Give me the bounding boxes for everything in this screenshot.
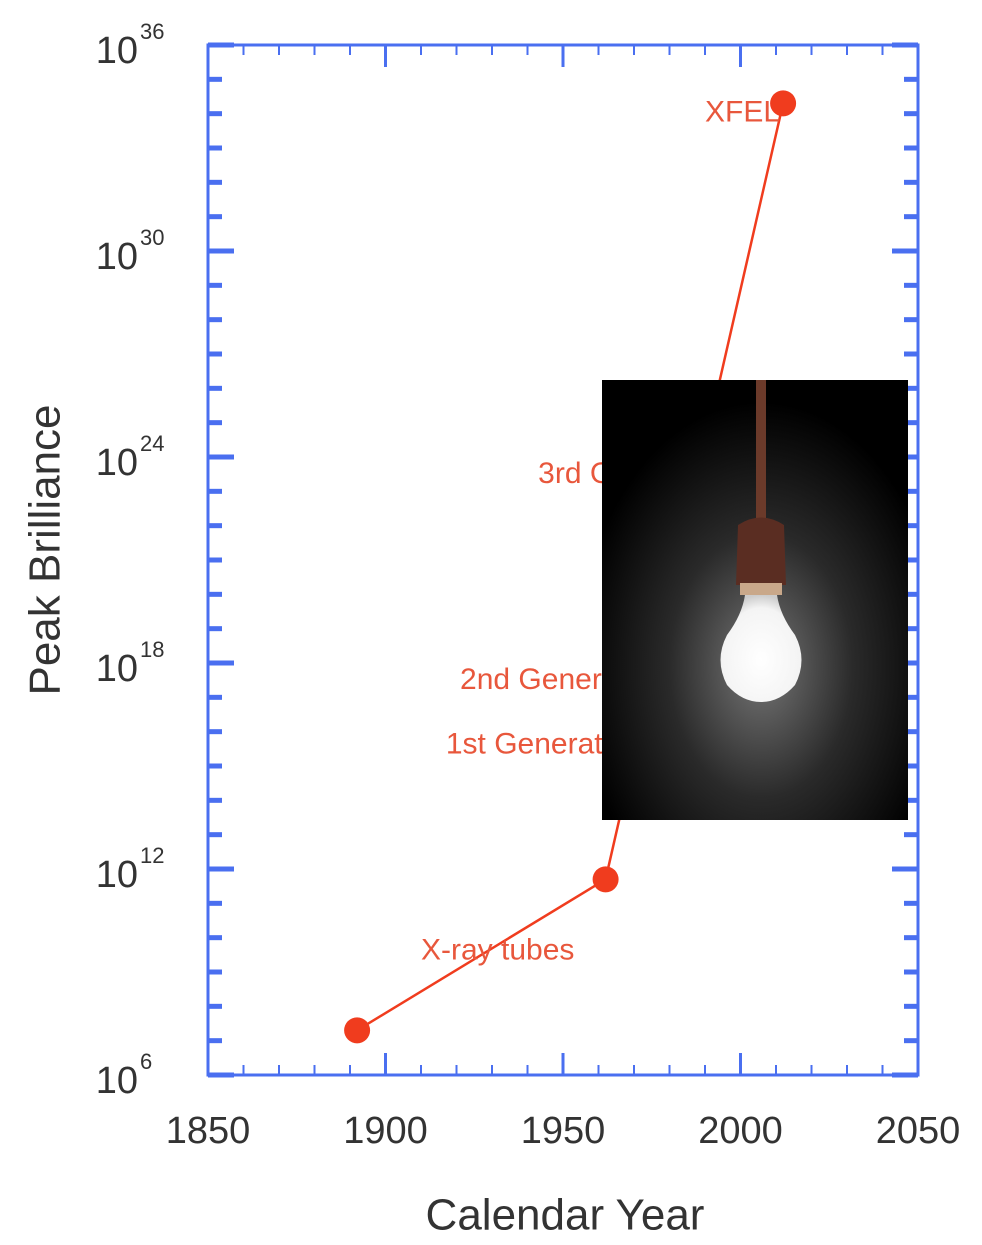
y-tick-exponent: 24 <box>140 431 164 456</box>
y-tick-exponent: 36 <box>140 19 164 44</box>
y-tick-label: 10 <box>96 854 138 896</box>
x-tick-label: 1850 <box>166 1110 251 1152</box>
cord <box>756 380 766 525</box>
annotation: X-ray tubes <box>421 933 574 966</box>
annotation: 1st Generatio <box>446 727 626 760</box>
lightbulb-photo <box>602 380 908 820</box>
y-tick-label: 10 <box>96 442 138 484</box>
y-tick-label: 10 <box>96 30 138 72</box>
data-point <box>344 1017 370 1043</box>
socket <box>736 518 786 586</box>
y-tick-exponent: 30 <box>140 225 164 250</box>
x-axis-label: Calendar Year <box>426 1191 705 1240</box>
y-tick-exponent: 6 <box>140 1049 152 1074</box>
x-tick-label: 1950 <box>521 1110 606 1152</box>
y-tick-exponent: 18 <box>140 637 164 662</box>
socket-ring <box>740 583 782 595</box>
y-tick-label: 10 <box>96 648 138 690</box>
page: {"chart_data": {"type": "line", "log_y":… <box>0 0 982 1245</box>
y-tick-label: 10 <box>96 1060 138 1102</box>
y-tick-exponent: 12 <box>140 843 164 868</box>
chart: 1061012101810241030103618501900195020002… <box>0 0 982 1245</box>
x-tick-label: 1900 <box>343 1110 428 1152</box>
x-tick-label: 2050 <box>876 1110 961 1152</box>
y-tick-label: 10 <box>96 236 138 278</box>
annotation: XFEL <box>705 96 780 129</box>
y-axis-label: Peak Brilliance <box>21 404 70 695</box>
data-point <box>593 866 619 892</box>
x-tick-label: 2000 <box>698 1110 783 1152</box>
